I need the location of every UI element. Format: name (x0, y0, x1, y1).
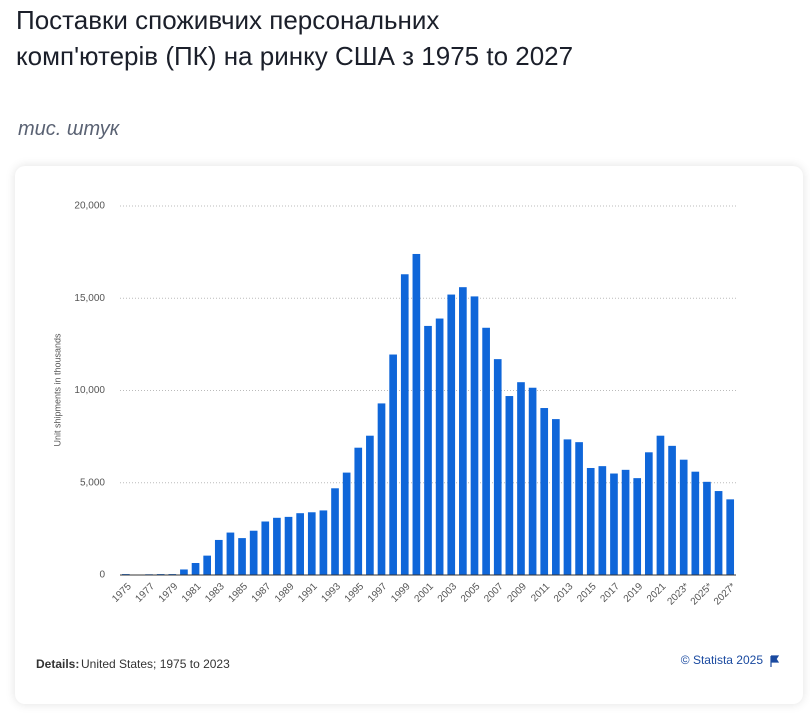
bar (342, 472, 351, 575)
bar (435, 318, 444, 575)
bar (598, 466, 607, 575)
bar (226, 532, 235, 575)
details-label: Details: (36, 657, 79, 671)
x-tick-label: 2003 (436, 581, 460, 605)
bar (540, 408, 549, 575)
bar (517, 382, 525, 575)
bar (621, 469, 630, 575)
x-tick-label: 2021 (645, 581, 669, 605)
x-tick-label: 1993 (319, 581, 343, 605)
bar (528, 387, 537, 575)
bar (726, 499, 735, 575)
bar (644, 452, 653, 575)
bar (633, 478, 642, 575)
bar (691, 471, 700, 575)
bar (191, 563, 200, 575)
x-tick-label: 2009 (505, 581, 529, 605)
bar (238, 538, 246, 575)
x-tick-label: 1991 (296, 581, 320, 605)
chart-card (15, 166, 803, 704)
bar (284, 516, 293, 575)
bar (424, 325, 432, 575)
x-tick-label: 1977 (134, 581, 158, 605)
bar (679, 459, 688, 575)
bar (331, 488, 339, 575)
bar (575, 442, 583, 575)
x-tick-label: 2025* (689, 581, 715, 607)
x-tick-label: 2023* (665, 581, 691, 607)
y-axis-label: Unit shipments in thousands (52, 333, 62, 447)
bar (180, 569, 188, 575)
bar (505, 396, 514, 575)
bar (493, 359, 502, 575)
x-tick-label: 2019 (622, 581, 646, 605)
y-tick-label: 15,000 (74, 293, 105, 304)
x-tick-label: 1975 (110, 581, 134, 605)
flag-icon[interactable] (770, 655, 780, 667)
bar (552, 419, 560, 575)
bar (366, 435, 374, 575)
x-tick-label: 2017 (598, 581, 622, 605)
bar (214, 539, 223, 575)
x-tick-label: 2005 (459, 581, 483, 605)
bar (354, 447, 363, 575)
bar (470, 296, 479, 575)
bar (586, 467, 595, 575)
bar (307, 512, 316, 575)
bar (203, 555, 212, 575)
x-tick-label: 2015 (575, 581, 599, 605)
x-tick-label: 2011 (529, 581, 552, 604)
x-tick-label: 1999 (389, 581, 413, 605)
bar (261, 521, 270, 575)
x-tick-label: 1997 (366, 581, 390, 605)
bar (273, 517, 281, 575)
bar (656, 435, 665, 575)
bar (459, 287, 467, 575)
x-tick-label: 1979 (157, 581, 181, 605)
y-tick-label: 0 (99, 570, 105, 581)
bar (389, 354, 397, 575)
bar (668, 445, 676, 575)
x-tick-label: 2007 (482, 581, 506, 605)
bar (703, 481, 711, 575)
source: © Statista 2025 (681, 653, 764, 667)
page-subtitle: тис. штук (18, 118, 120, 140)
bar (319, 510, 328, 575)
x-tick-label: 2027* (712, 581, 738, 607)
bar (412, 253, 421, 575)
x-tick-label: 1989 (273, 581, 297, 605)
x-tick-label: 1995 (343, 581, 367, 605)
y-tick-label: 5,000 (80, 477, 105, 488)
bar (377, 403, 386, 575)
x-tick-label: 1983 (203, 581, 227, 605)
x-tick-label: 1987 (250, 581, 274, 605)
x-tick-label: 2013 (552, 581, 576, 605)
x-tick-label: 1981 (180, 581, 204, 605)
x-tick-label: 2001 (412, 581, 436, 605)
bar (563, 439, 572, 575)
y-tick-label: 20,000 (74, 201, 105, 212)
bar (482, 327, 490, 575)
bar (249, 530, 258, 575)
x-tick-label: 1985 (227, 581, 251, 605)
bar (714, 491, 723, 575)
bar (447, 294, 456, 575)
page-title: Поставки споживчих персональних комп'юте… (16, 5, 574, 71)
bar (610, 473, 618, 575)
bar (400, 274, 409, 575)
bar (296, 513, 304, 575)
y-tick-label: 10,000 (74, 385, 105, 396)
details-text: United States; 1975 to 2023 (81, 657, 230, 671)
